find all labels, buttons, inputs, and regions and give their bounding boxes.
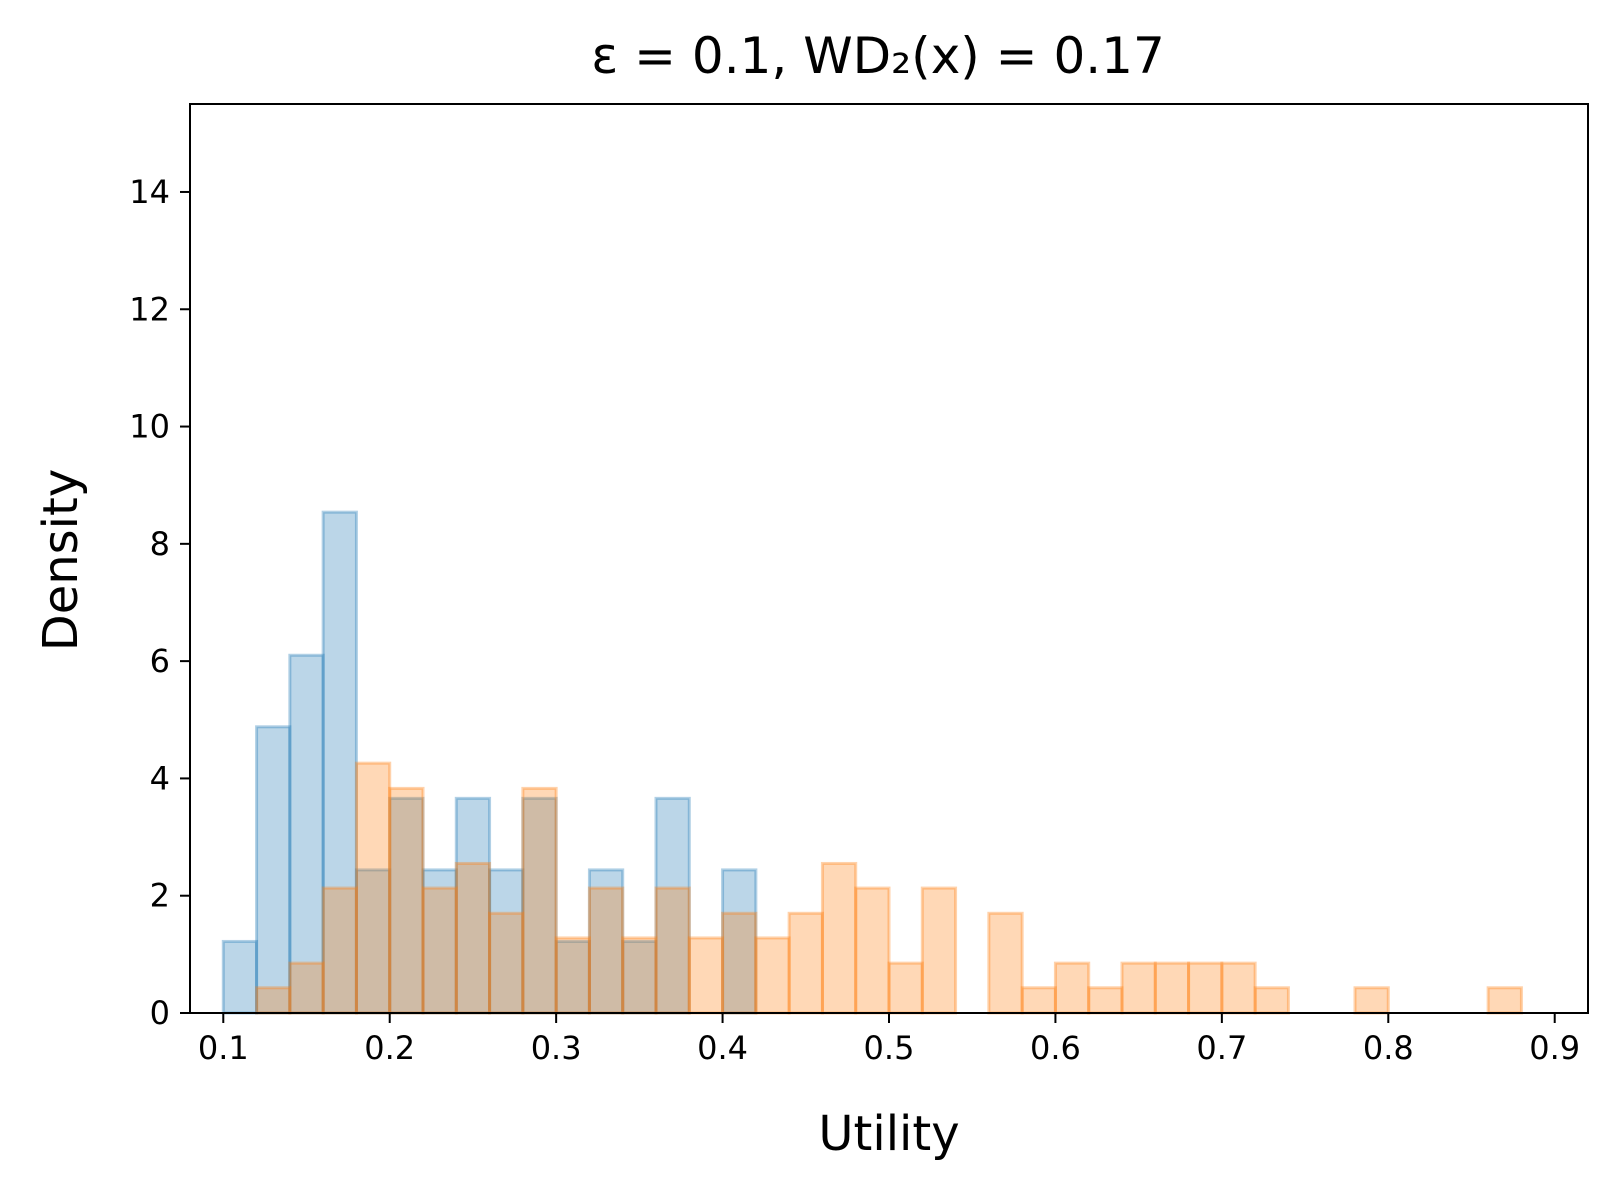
histogram-bar-series-2: [687, 936, 725, 1015]
histogram-bar-series-2: [454, 861, 492, 1015]
histogram-bar-series-2: [1020, 986, 1057, 1015]
histogram-bar-series-2: [1087, 986, 1124, 1015]
histogram-bar-series-2: [1220, 961, 1257, 1015]
histogram-bar-series-2: [820, 861, 858, 1015]
x-tick-label: 0.9: [1529, 1029, 1580, 1067]
histogram-bar-series-2: [854, 886, 891, 1015]
x-tick-label: 0.3: [531, 1029, 582, 1067]
histogram-bar-series-1: [488, 868, 525, 1015]
histogram-bar-series-2: [521, 786, 558, 1015]
histogram-bar-series-2: [621, 936, 658, 1015]
x-tick-label: 0.6: [1030, 1029, 1081, 1067]
x-tick-label: 0.7: [1196, 1029, 1247, 1067]
y-tick-label: 0: [150, 994, 170, 1032]
histogram-bar-series-2: [587, 886, 625, 1015]
histogram-bar-series-2: [787, 911, 824, 1015]
histogram-bar-series-2: [1486, 986, 1523, 1015]
x-tick-label: 0.8: [1363, 1029, 1414, 1067]
x-tick-label: 0.4: [697, 1029, 748, 1067]
histogram-bar-series-2: [354, 761, 392, 1015]
histogram-bar-series-1: [621, 939, 658, 1015]
y-tick-label: 2: [150, 877, 170, 915]
y-tick-label: 4: [150, 759, 170, 797]
x-tick-label: 0.2: [364, 1029, 415, 1067]
y-axis-label: Density: [33, 469, 89, 651]
histogram-bar-series-1: [554, 939, 591, 1015]
x-tick-label: 0.5: [864, 1029, 915, 1067]
y-tick-label: 14: [129, 173, 170, 211]
histogram-bar-series-2: [1353, 986, 1390, 1015]
histogram-bar-series-2: [1187, 961, 1224, 1015]
histogram-bar-series-2: [987, 911, 1024, 1015]
histogram-bar-series-2: [488, 911, 525, 1015]
histogram-bar-series-1: [255, 725, 292, 1015]
y-tick-label: 8: [150, 525, 170, 563]
histogram-bar-series-2: [754, 936, 791, 1015]
histogram-bar-series-2: [255, 986, 292, 1015]
histogram-bar-series-2: [288, 961, 325, 1015]
histogram-bar-series-2: [421, 886, 458, 1015]
y-tick-label: 6: [150, 642, 170, 680]
histogram-bar-series-1: [288, 653, 325, 1015]
histogram-bar-series-2: [1153, 961, 1191, 1015]
histogram-bar-series-2: [1120, 961, 1157, 1015]
histogram-bar-series-2: [1253, 986, 1290, 1015]
x-tick-label: 0.1: [198, 1029, 249, 1067]
histogram-bar-series-2: [920, 886, 958, 1015]
histogram-bar-series-2: [1053, 961, 1091, 1015]
histogram-bar-series-2: [321, 886, 358, 1015]
x-axis: 0.1 0.2 0.3 0.4 0.5 0.6 0.7 0.8 0.9: [198, 1013, 1580, 1067]
x-axis-label: Utility: [818, 1106, 959, 1162]
histogram-bar-series-1: [221, 939, 259, 1015]
histogram-bar-series-2: [887, 961, 924, 1015]
chart-title: ε = 0.1, WD₂(x) = 0.17: [591, 27, 1165, 85]
y-tick-label: 12: [129, 290, 170, 328]
histogram-bar-series-2: [554, 936, 591, 1015]
histogram-bar-series-2: [721, 911, 758, 1015]
histogram-bar-series-2: [654, 886, 691, 1015]
histogram-bar-series-2: [388, 786, 425, 1015]
y-tick-label: 10: [129, 408, 170, 446]
bars-layer: [221, 510, 1523, 1015]
histogram-bar-series-1: [421, 868, 458, 1015]
y-axis: 0 2 4 6 8 10 12 14: [129, 173, 190, 1032]
